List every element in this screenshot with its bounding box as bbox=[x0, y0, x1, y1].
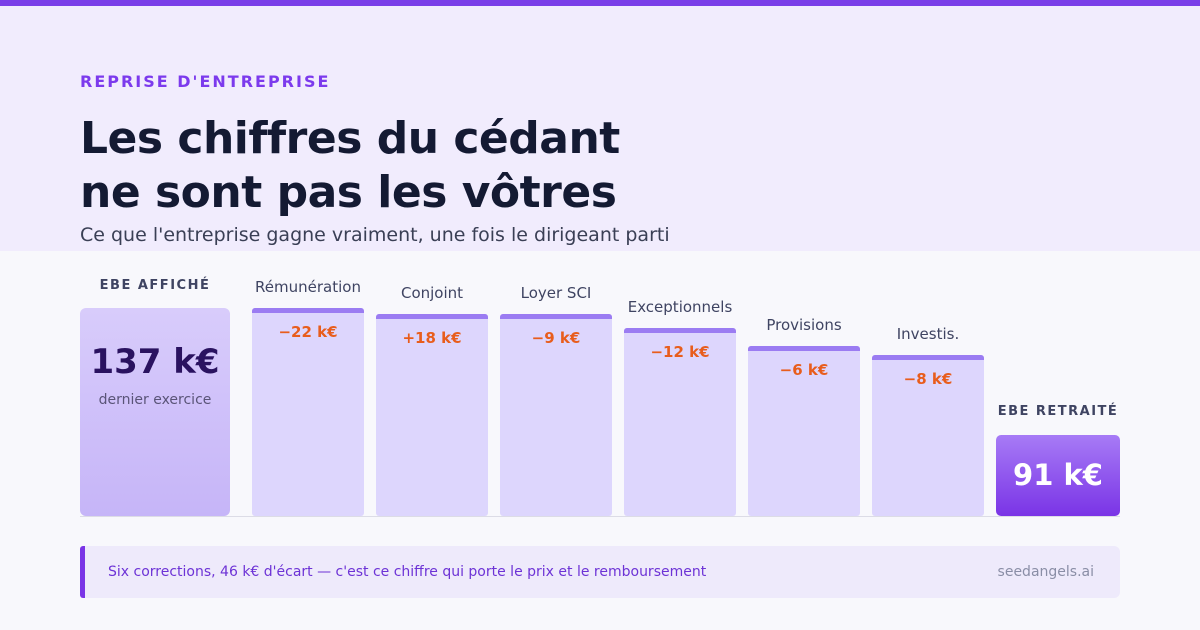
adjustment-bar bbox=[252, 308, 364, 516]
adjustment-bar bbox=[376, 314, 488, 516]
adjustment-name: Conjoint bbox=[400, 284, 464, 302]
adjustment-bar-cap bbox=[872, 355, 984, 360]
end-bar-value: 91 k€ bbox=[1013, 458, 1103, 492]
eyebrow-label: REPRISE D'ENTREPRISE bbox=[80, 72, 331, 91]
adjustment-bar-cap bbox=[376, 314, 488, 319]
adjustment-name: Investis. bbox=[896, 325, 960, 343]
title-line-2: ne sont pas les vôtres bbox=[80, 167, 617, 218]
start-bar-value: 137 k€ bbox=[90, 342, 220, 382]
adjustment-bar bbox=[500, 314, 612, 516]
start-bar-sublabel: dernier exercice bbox=[98, 392, 212, 408]
page-subtitle: Ce que l'entreprise gagne vraiment, une … bbox=[80, 224, 670, 246]
page-title: Les chiffres du cédant ne sont pas les v… bbox=[80, 112, 880, 220]
adjustment-value: −8 k€ bbox=[903, 370, 953, 388]
start-bar bbox=[80, 308, 230, 516]
end-bar bbox=[996, 435, 1120, 516]
end-bar-label: EBE RETRAITÉ bbox=[997, 404, 1119, 419]
adjustment-name: Loyer SCI bbox=[520, 284, 592, 302]
top-accent-bar bbox=[0, 0, 1200, 6]
footer-brand: seedangels.ai bbox=[997, 564, 1094, 580]
adjustment-bar-cap bbox=[252, 308, 364, 313]
adjustment-bar bbox=[748, 346, 860, 516]
adjustment-name: Provisions bbox=[766, 316, 842, 334]
chart-baseline bbox=[80, 516, 1120, 517]
adjustment-bar bbox=[872, 355, 984, 516]
adjustment-bar-cap bbox=[748, 346, 860, 351]
adjustment-value: −9 k€ bbox=[531, 329, 581, 347]
adjustment-value: −12 k€ bbox=[650, 343, 710, 361]
footer-accent-bar bbox=[80, 546, 85, 598]
adjustment-value: −6 k€ bbox=[779, 361, 829, 379]
footer-note-box bbox=[80, 546, 1120, 598]
adjustment-name: Rémunération bbox=[255, 278, 361, 296]
adjustment-value: −22 k€ bbox=[278, 323, 338, 341]
adjustment-bar bbox=[624, 328, 736, 516]
start-bar-label: EBE AFFICHÉ bbox=[99, 278, 211, 293]
adjustment-name: Exceptionnels bbox=[627, 298, 733, 316]
adjustment-bar-cap bbox=[624, 328, 736, 333]
title-line-1: Les chiffres du cédant bbox=[80, 113, 620, 164]
header-band bbox=[0, 6, 1200, 251]
footer-note: Six corrections, 46 k€ d'écart — c'est c… bbox=[108, 564, 707, 580]
adjustment-value: +18 k€ bbox=[402, 329, 462, 347]
adjustment-bar-cap bbox=[500, 314, 612, 319]
